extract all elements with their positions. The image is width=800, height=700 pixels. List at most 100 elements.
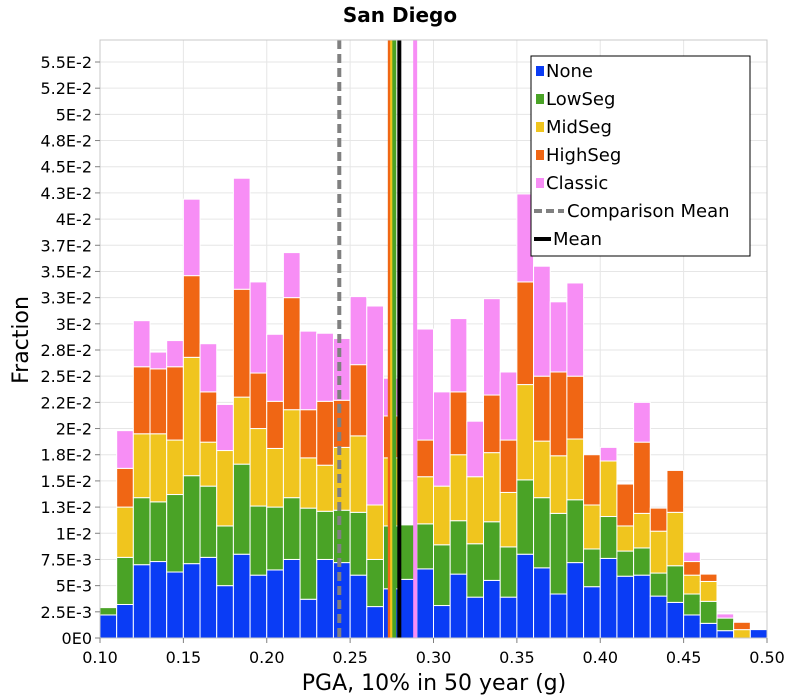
bar-lowseg <box>633 547 651 576</box>
bar-none <box>99 614 118 639</box>
y-tick-label: 2.5E-3 <box>40 603 92 622</box>
bar-lowseg <box>249 505 268 576</box>
bar-midseg <box>699 580 718 602</box>
bar-highseg <box>633 441 651 514</box>
legend-swatch <box>536 178 544 188</box>
bar-highseg <box>149 368 168 435</box>
bar-midseg <box>299 457 318 509</box>
y-tick-label: 5E-3 <box>56 577 92 596</box>
bar-lowseg <box>649 572 668 597</box>
bar-none <box>416 568 435 639</box>
bar-lowseg <box>466 543 485 598</box>
bar-midseg <box>616 525 635 552</box>
bar-classic <box>416 328 435 441</box>
legend-box <box>530 55 751 257</box>
bar-midseg <box>516 384 535 481</box>
bar-midseg <box>282 409 301 499</box>
bar-none <box>266 569 284 639</box>
bar-highseg <box>232 288 251 398</box>
bar-lowseg <box>299 507 318 600</box>
bar-classic <box>166 340 184 368</box>
bar-highseg <box>132 366 151 435</box>
legend-label: None <box>546 61 593 82</box>
bar-midseg <box>149 433 168 503</box>
legend-label: Mean <box>553 229 602 250</box>
x-axis-ticks: 0.10 0.15 0.20 0.25 0.30 0.35 0.40 0.45 0.50 <box>82 638 785 667</box>
bar-lowseg <box>316 510 334 560</box>
bar-lowseg <box>99 607 118 616</box>
bar-highseg <box>449 391 468 456</box>
bar-lowseg <box>716 617 735 632</box>
y-tick-label: 2E-2 <box>56 420 92 439</box>
y-tick-label: 4E-2 <box>56 210 92 229</box>
bar-none <box>199 556 218 639</box>
legend-swatch <box>536 66 544 76</box>
bar-midseg <box>433 485 451 546</box>
bar-midseg <box>666 511 685 567</box>
bar-highseg <box>332 399 351 448</box>
bar-lowseg <box>533 497 551 569</box>
x-tick-label: 0.35 <box>499 648 535 667</box>
bar-classic <box>332 337 351 401</box>
y-tick-label: 1.3E-2 <box>40 498 92 517</box>
bar-lowseg <box>266 506 284 571</box>
bar-classic <box>366 305 384 506</box>
bar-classic <box>716 613 735 619</box>
bar-classic <box>533 265 551 377</box>
bar-none <box>466 596 485 639</box>
bar-midseg <box>349 435 368 513</box>
y-tick-label: 1.8E-2 <box>40 446 92 465</box>
x-tick-label: 0.45 <box>666 648 702 667</box>
legend-swatch <box>536 150 544 160</box>
bar-highseg <box>533 375 551 442</box>
bar-none <box>649 595 668 639</box>
bar-lowseg <box>516 479 535 555</box>
bar-highseg <box>199 391 218 443</box>
bar-midseg <box>416 476 435 525</box>
bar-classic <box>599 446 618 462</box>
y-tick-label: 5E-2 <box>56 105 92 124</box>
bar-none <box>166 571 184 639</box>
bar-lowseg <box>216 525 234 587</box>
bar-lowseg <box>366 558 384 608</box>
bar-lowseg <box>683 593 701 616</box>
bar-lowseg <box>332 509 351 564</box>
bar-lowseg <box>499 546 518 598</box>
bar-highseg <box>182 275 201 358</box>
bar-highseg <box>249 372 268 430</box>
bar-lowseg <box>616 550 635 577</box>
x-tick-label: 0.20 <box>249 648 285 667</box>
bar-highseg <box>583 454 601 506</box>
bar-lowseg <box>433 544 451 607</box>
bar-midseg <box>583 504 601 550</box>
bar-highseg <box>516 281 535 386</box>
bar-none <box>716 630 735 639</box>
bar-none <box>616 575 635 639</box>
y-tick-label: 4.5E-2 <box>40 158 92 177</box>
bar-none <box>282 558 301 639</box>
legend-label: HighSeg <box>546 145 621 166</box>
bar-highseg <box>616 483 635 527</box>
bar-none <box>583 586 601 639</box>
bar-none <box>516 553 535 639</box>
bar-midseg <box>332 446 351 511</box>
x-tick-label: 0.25 <box>332 648 368 667</box>
legend-label: Comparison Mean <box>567 201 730 222</box>
bar-none <box>499 596 518 639</box>
bar-none <box>316 558 334 639</box>
bar-classic <box>433 391 451 487</box>
bar-lowseg <box>449 520 468 575</box>
x-axis-title: PGA, 10% in 50 year (g) <box>302 671 566 696</box>
bar-midseg <box>116 506 134 558</box>
y-axis-title: Fraction <box>9 296 34 384</box>
bar-midseg <box>466 476 485 545</box>
bar-lowseg <box>199 485 218 558</box>
bar-classic <box>633 401 651 443</box>
bar-midseg <box>232 396 251 465</box>
y-tick-label: 1E-2 <box>56 524 92 543</box>
bar-highseg <box>116 467 134 508</box>
x-tick-label: 0.10 <box>82 648 118 667</box>
bar-none <box>749 629 768 639</box>
y-tick-label: 7.5E-3 <box>40 550 92 569</box>
